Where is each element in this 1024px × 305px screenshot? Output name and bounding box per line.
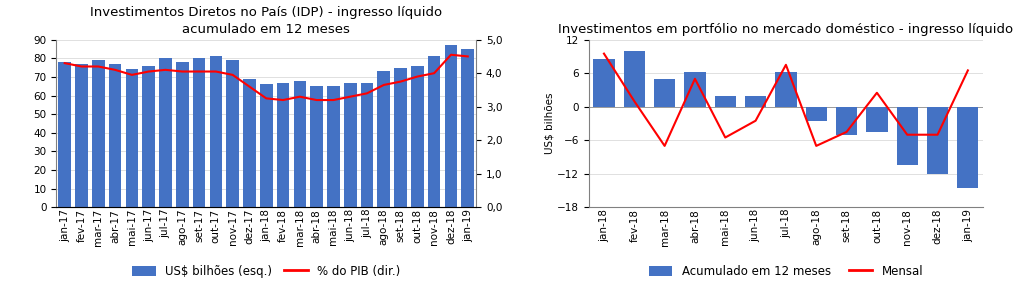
Bar (210, 56, 222, 207)
Bar (444, 45, 458, 207)
Bar (684, 72, 706, 107)
Bar (260, 84, 272, 207)
Bar (58, 62, 71, 207)
Bar (176, 62, 188, 207)
Bar (775, 72, 797, 107)
Bar (142, 66, 155, 207)
Bar (927, 107, 948, 174)
Bar (462, 49, 474, 207)
Bar (126, 70, 138, 207)
Bar (310, 86, 323, 207)
Bar (344, 83, 356, 207)
Legend: Acumulado em 12 meses, Mensal: Acumulado em 12 meses, Mensal (644, 260, 928, 283)
Bar (806, 107, 826, 121)
Bar (654, 79, 675, 107)
Bar (109, 64, 122, 207)
Bar (276, 83, 290, 207)
Bar (92, 60, 104, 207)
Bar (75, 64, 88, 207)
Bar (159, 58, 172, 207)
Bar (593, 59, 614, 107)
Bar (836, 107, 857, 135)
Bar (360, 83, 374, 207)
Bar (715, 95, 736, 107)
Bar (866, 107, 888, 132)
Bar (394, 68, 407, 207)
Bar (193, 58, 206, 207)
Title: Investimentos em portfólio no mercado doméstico - ingresso líquido: Investimentos em portfólio no mercado do… (558, 23, 1014, 36)
Bar (897, 107, 918, 165)
Bar (226, 60, 239, 207)
Bar (411, 66, 424, 207)
Bar (294, 81, 306, 207)
Y-axis label: US$ bilhões: US$ bilhões (545, 93, 554, 154)
Bar (327, 86, 340, 207)
Bar (378, 71, 390, 207)
Bar (428, 56, 440, 207)
Bar (957, 107, 979, 188)
Bar (243, 79, 256, 207)
Title: Investimentos Diretos no País (IDP) - ingresso líquido
acumulado em 12 meses: Investimentos Diretos no País (IDP) - in… (90, 6, 442, 36)
Legend: US$ bilhões (esq.), % do PIB (dir.): US$ bilhões (esq.), % do PIB (dir.) (127, 260, 406, 283)
Bar (745, 95, 766, 107)
Bar (624, 51, 645, 107)
